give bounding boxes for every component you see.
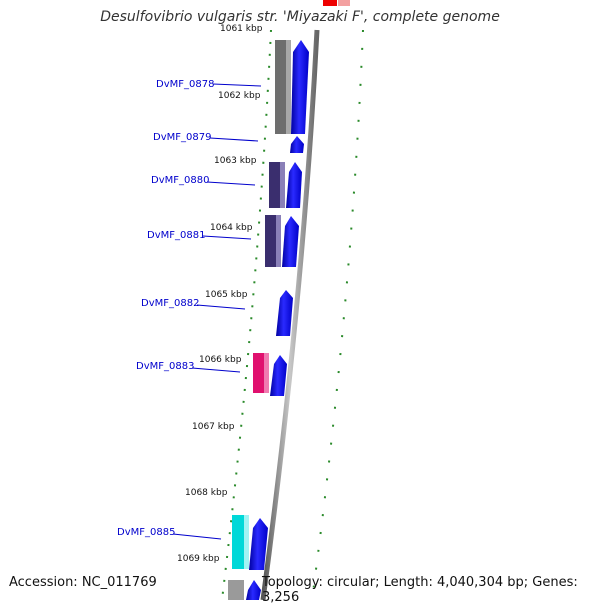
- kbp-label: 1066 kbp: [199, 355, 242, 365]
- cog-block-highlight: [276, 215, 281, 267]
- cog-block-highlight: [280, 162, 285, 208]
- gene-label: DvMF_0883: [136, 361, 194, 372]
- cds-arrow: [276, 290, 293, 336]
- top-feature-light: [338, 0, 350, 6]
- kbp-label: 1069 kbp: [177, 554, 220, 564]
- gene-label: DvMF_0879: [153, 132, 211, 143]
- outer-tick-track: [221, 29, 272, 600]
- cds-arrow: [286, 162, 302, 208]
- label-leader: [202, 235, 252, 240]
- cds-arrow: [270, 355, 287, 396]
- cds-arrow: [291, 40, 309, 134]
- cog-block-highlight: [244, 515, 249, 569]
- kbp-label: 1061 kbp: [220, 24, 263, 34]
- kbp-label: 1068 kbp: [185, 488, 228, 498]
- cds-arrow: [290, 136, 304, 153]
- cds-arrow: [249, 518, 268, 570]
- label-leader: [209, 137, 259, 142]
- kbp-label: 1064 kbp: [210, 223, 253, 233]
- kbp-label: 1062 kbp: [218, 91, 261, 101]
- label-leader: [172, 533, 222, 540]
- cog-block-highlight: [264, 353, 269, 393]
- label-leader: [191, 367, 241, 373]
- kbp-label: 1067 kbp: [192, 422, 235, 432]
- label-leader: [196, 304, 246, 310]
- kbp-label: 1063 kbp: [214, 156, 257, 166]
- inner-tick-track: [311, 29, 364, 600]
- label-leader: [206, 181, 256, 186]
- top-feature: [323, 0, 337, 6]
- gene-label: DvMF_0878: [156, 79, 214, 90]
- cog-block: [228, 580, 244, 600]
- cog-block-highlight: [286, 40, 291, 134]
- cds-arrow: [246, 580, 261, 600]
- genome-backbone: [260, 29, 320, 600]
- gene-label: DvMF_0881: [147, 230, 205, 241]
- label-leader: [212, 83, 262, 87]
- gene-label: DvMF_0880: [151, 175, 209, 186]
- gene-label: DvMF_0882: [141, 298, 199, 309]
- map-title: Desulfovibrio vulgaris str. 'Miyazaki F'…: [100, 9, 500, 25]
- topology-text: Topology: circular; Length: 4,040,304 bp…: [262, 575, 578, 605]
- accession-text: Accession: NC_011769: [9, 575, 157, 590]
- gene-label: DvMF_0885: [117, 527, 175, 538]
- cds-arrow: [282, 216, 299, 267]
- kbp-label: 1065 kbp: [205, 290, 248, 300]
